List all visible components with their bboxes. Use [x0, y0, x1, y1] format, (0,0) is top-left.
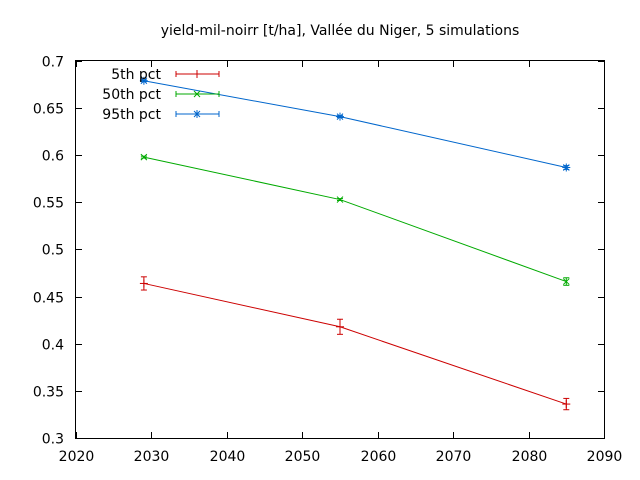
series-line [143, 156, 567, 283]
axis-ticks: 2020 2030 2040 2050 2060 2070 2080 2090 0.3 0.35 0… [33, 55, 622, 466]
data-point [336, 196, 344, 203]
legend-label: 5th pct [111, 67, 161, 83]
legend-item: 5th pct [111, 67, 220, 83]
series-2 [139, 76, 571, 172]
x-tick-label: 2020 [59, 449, 95, 465]
marker-stroke [336, 196, 344, 203]
marker-stroke [140, 77, 148, 85]
legend-item: 95th pct [102, 107, 220, 123]
marker-stroke [193, 90, 201, 98]
x-tick-label: 2060 [361, 449, 397, 465]
marker-stroke [562, 164, 570, 171]
x-tick-label: 2050 [285, 449, 321, 465]
series-0 [139, 276, 571, 411]
data-point [336, 322, 344, 331]
marker-stroke [336, 113, 344, 120]
series-layer [139, 76, 571, 411]
legend-marker [193, 90, 201, 98]
series-1 [140, 153, 570, 286]
x-tick-label: 2030 [134, 449, 170, 465]
y-tick-label: 0.65 [33, 102, 64, 118]
data-point [562, 400, 571, 409]
legend: 5th pct 50th pct 95th pct [102, 67, 220, 123]
legend-label: 50th pct [102, 87, 161, 103]
y-tick-label: 0.7 [42, 55, 64, 71]
x-tick-label: 2070 [436, 449, 472, 465]
y-tick-label: 0.45 [33, 291, 64, 307]
x-tick-label: 2090 [587, 449, 623, 465]
legend-label: 95th pct [102, 107, 161, 123]
y-tick-label: 0.6 [42, 149, 64, 165]
x-tick-label: 2040 [210, 449, 246, 465]
marker-stroke [193, 110, 201, 118]
series-line [143, 282, 567, 405]
data-point [139, 76, 148, 85]
data-point [336, 112, 344, 121]
x-tick-label: 2080 [512, 449, 548, 465]
marker-stroke [562, 278, 570, 285]
data-point [140, 153, 148, 161]
data-point [562, 163, 571, 172]
data-point [139, 279, 148, 288]
y-tick-label: 0.55 [33, 196, 64, 212]
y-tick-label: 0.4 [42, 338, 64, 354]
y-tick-label: 0.3 [42, 432, 64, 448]
data-point [562, 278, 570, 285]
marker-stroke [140, 153, 148, 161]
legend-marker [193, 70, 201, 78]
plot-frame [75, 60, 605, 439]
y-tick-label: 0.35 [33, 385, 64, 401]
y-tick-label: 0.5 [42, 243, 64, 259]
legend-marker [193, 110, 201, 118]
chart-title: yield-mil-noirr [t/ha], Vallée du Niger,… [161, 23, 520, 39]
legend-item: 50th pct [102, 87, 220, 103]
